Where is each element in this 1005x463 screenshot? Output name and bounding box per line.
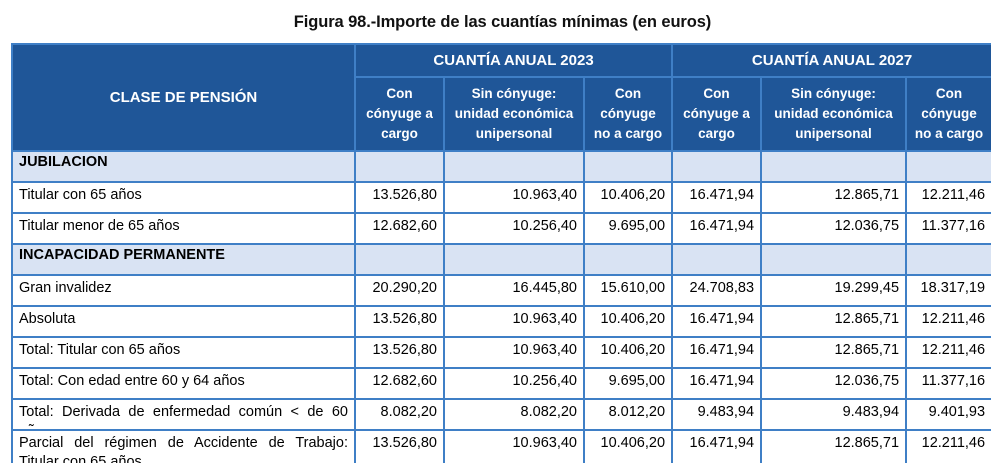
pension-table-container: CLASE DE PENSIÓN CUANTÍA ANUAL 2023 CUAN…	[11, 43, 991, 463]
empty-cell	[582, 243, 674, 276]
value-cell: 10.406,20	[582, 305, 674, 338]
value-cell: 13.526,80	[354, 305, 445, 338]
value-cell: 13.526,80	[354, 429, 445, 463]
subheader-2027-con-conyuge-a-cargo: Con cónyuge a cargo	[671, 76, 763, 152]
value-cell: 16.445,80	[443, 274, 585, 307]
figure-title: Figura 98.-Importe de las cuantías mínim…	[293, 13, 712, 31]
empty-cell	[905, 150, 991, 183]
value-cell: 12.211,46	[905, 305, 991, 338]
value-cell: 16.471,94	[671, 212, 763, 245]
value-cell: 11.377,16	[905, 367, 991, 400]
table-row: Gran invalidez 20.290,20 16.445,80 15.61…	[11, 274, 991, 307]
value-cell: 16.471,94	[671, 305, 763, 338]
table-row: Titular con 65 años 13.526,80 10.963,40 …	[11, 181, 991, 214]
section-row-jubilacion: JUBILACION	[11, 150, 991, 183]
value-cell: 12.211,46	[905, 181, 991, 214]
empty-cell	[354, 150, 445, 183]
value-cell: 12.682,60	[354, 367, 445, 400]
subheader-2027-con-conyuge-no-a-cargo: Con cónyuge no a cargo	[905, 76, 991, 152]
subheader-2023-sin-conyuge: Sin cónyuge: unidad económica unipersona…	[443, 76, 585, 152]
value-cell: 13.526,80	[354, 181, 445, 214]
empty-cell	[671, 150, 763, 183]
value-cell: 13.526,80	[354, 336, 445, 369]
empty-cell	[582, 150, 674, 183]
value-cell: 10.256,40	[443, 212, 585, 245]
value-cell: 9.695,00	[582, 212, 674, 245]
row-label: Total: Titular con 65 años	[11, 336, 356, 369]
value-cell: 12.865,71	[760, 429, 908, 463]
empty-cell	[760, 150, 908, 183]
value-cell: 10.256,40	[443, 367, 585, 400]
value-cell: 12.036,75	[760, 367, 908, 400]
value-cell: 9.483,94	[671, 398, 763, 431]
table-row: Titular menor de 65 años 12.682,60 10.25…	[11, 212, 991, 245]
empty-cell	[671, 243, 763, 276]
group-header-2027: CUANTÍA ANUAL 2027	[671, 43, 991, 78]
value-cell: 16.471,94	[671, 367, 763, 400]
value-cell: 12.865,71	[760, 336, 908, 369]
row-label: Total: Con edad entre 60 y 64 años	[11, 367, 356, 400]
row-label: Total: Derivada de enfermedad común < de…	[11, 398, 356, 431]
row-label: Titular con 65 años	[11, 181, 356, 214]
group-header-2023: CUANTÍA ANUAL 2023	[353, 43, 674, 78]
empty-cell	[905, 243, 991, 276]
value-cell: 10.406,20	[582, 181, 674, 214]
row-label: Gran invalidez	[11, 274, 356, 307]
value-cell: 12.036,75	[760, 212, 908, 245]
value-cell: 9.401,93	[905, 398, 991, 431]
row-label: Absoluta	[11, 305, 356, 338]
value-cell: 8.082,20	[354, 398, 445, 431]
clase-pension-header: CLASE DE PENSIÓN	[11, 43, 356, 152]
value-cell: 12.865,71	[760, 181, 908, 214]
empty-cell	[354, 243, 445, 276]
value-cell: 8.012,20	[582, 398, 674, 431]
value-cell: 24.708,83	[671, 274, 763, 307]
value-cell: 15.610,00	[582, 274, 674, 307]
empty-cell	[760, 243, 908, 276]
table-row: Total: Derivada de enfermedad común < de…	[11, 398, 991, 431]
value-cell: 10.963,40	[443, 305, 585, 338]
table-row: Total: Titular con 65 años 13.526,80 10.…	[11, 336, 991, 369]
value-cell: 12.682,60	[354, 212, 445, 245]
value-cell: 8.082,20	[443, 398, 585, 431]
value-cell: 10.963,40	[443, 336, 585, 369]
value-cell: 19.299,45	[760, 274, 908, 307]
section-row-incapacidad-permanente: INCAPACIDAD PERMANENTE	[11, 243, 991, 276]
value-cell: 18.317,19	[905, 274, 991, 307]
empty-cell	[443, 243, 585, 276]
value-cell: 12.865,71	[760, 305, 908, 338]
value-cell: 9.695,00	[582, 367, 674, 400]
value-cell: 11.377,16	[905, 212, 991, 245]
value-cell: 10.406,20	[582, 336, 674, 369]
value-cell: 12.211,46	[905, 336, 991, 369]
pension-amounts-table: CLASE DE PENSIÓN CUANTÍA ANUAL 2023 CUAN…	[11, 43, 991, 463]
subheader-2023-con-conyuge-no-a-cargo: Con cónyuge no a cargo	[582, 76, 674, 152]
value-cell: 10.963,40	[443, 429, 585, 463]
row-label-text: Total: Derivada de enfermedad común < de…	[19, 404, 348, 426]
subheader-2023-con-conyuge-a-cargo: Con cónyuge a cargo	[354, 76, 445, 152]
table-row: Absoluta 13.526,80 10.963,40 10.406,20 1…	[11, 305, 991, 338]
value-cell: 9.483,94	[760, 398, 908, 431]
value-cell: 16.471,94	[671, 429, 763, 463]
value-cell: 20.290,20	[354, 274, 445, 307]
section-label: JUBILACION	[11, 150, 356, 183]
value-cell: 16.471,94	[671, 336, 763, 369]
subheader-2027-sin-conyuge: Sin cónyuge: unidad económica unipersona…	[760, 76, 908, 152]
value-cell: 10.963,40	[443, 181, 585, 214]
row-label: Parcial del régimen de Accidente de Trab…	[11, 429, 356, 463]
table-row: Total: Con edad entre 60 y 64 años 12.68…	[11, 367, 991, 400]
row-label: Titular menor de 65 años	[11, 212, 356, 245]
empty-cell	[443, 150, 585, 183]
value-cell: 16.471,94	[671, 181, 763, 214]
value-cell: 12.211,46	[905, 429, 991, 463]
section-label: INCAPACIDAD PERMANENTE	[11, 243, 356, 276]
table-row: Parcial del régimen de Accidente de Trab…	[11, 429, 991, 463]
value-cell: 10.406,20	[582, 429, 674, 463]
